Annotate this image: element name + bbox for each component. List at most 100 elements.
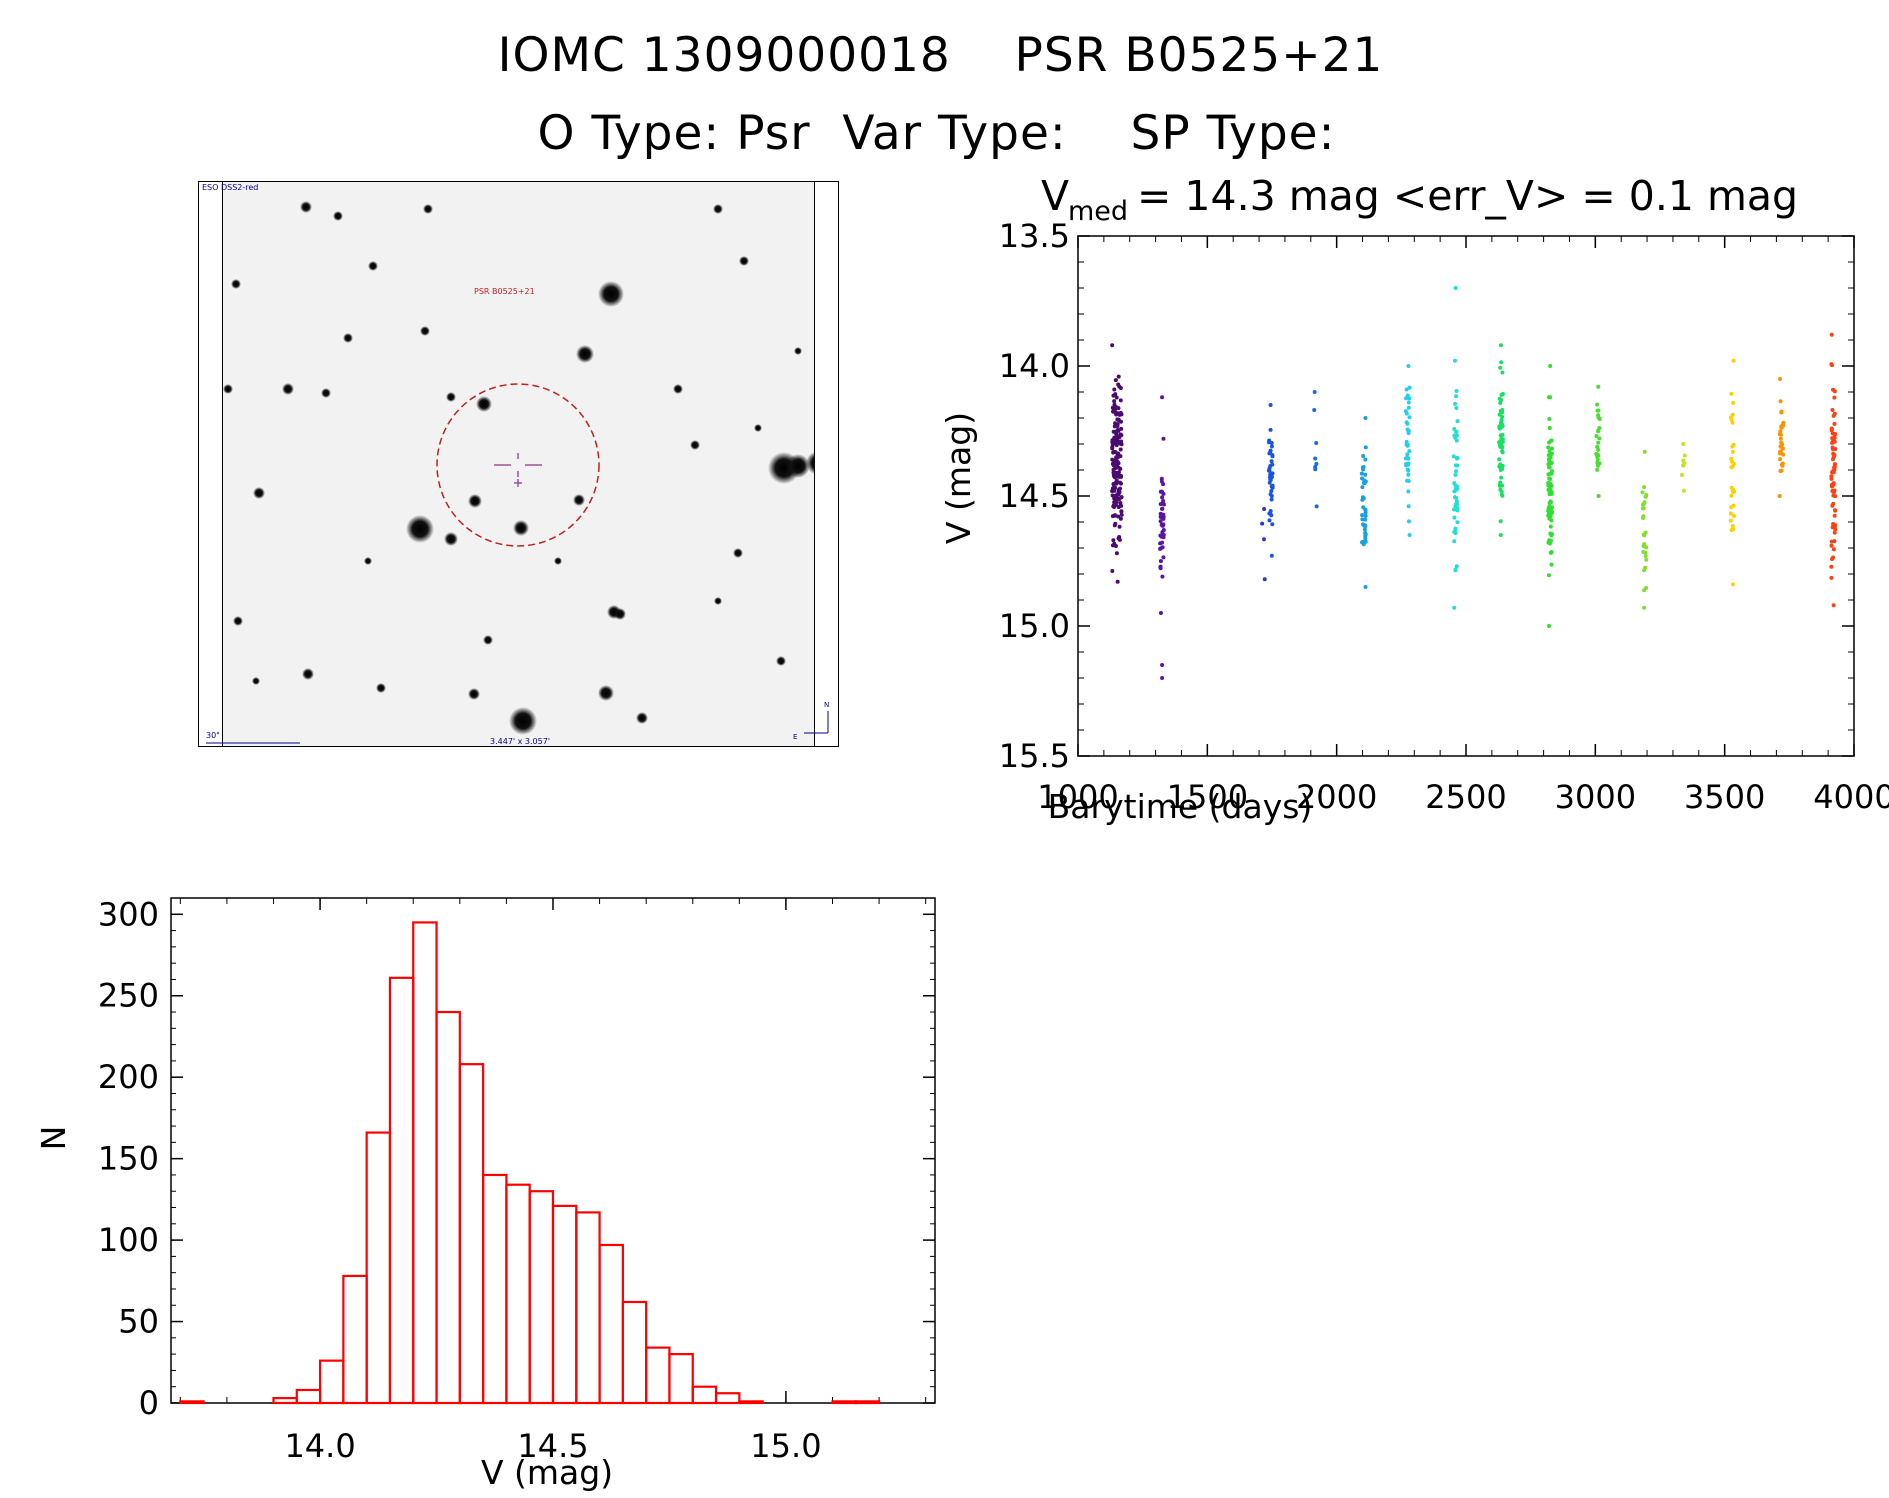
lc-point <box>1110 457 1115 462</box>
lc-point <box>1115 422 1120 427</box>
lc-point <box>1160 395 1165 400</box>
lc-point <box>1112 387 1117 392</box>
lc-point <box>1114 395 1119 400</box>
finding-chart-panel: ESO DSS2-red PSR B0525+21 30" 3.447' x 3… <box>198 181 839 747</box>
lc-point <box>1832 411 1837 416</box>
hist-bar <box>575 1211 601 1405</box>
lc-point <box>1832 421 1837 426</box>
hist-xlabel: V (mag) <box>481 1453 613 1492</box>
hist-ytick-label: 50 <box>118 1303 159 1341</box>
lc-point <box>1500 439 1505 444</box>
lc-point <box>1452 358 1457 363</box>
lc-point <box>1314 461 1319 466</box>
lc-point <box>1363 472 1368 477</box>
lc-point <box>1781 452 1786 457</box>
lc-point <box>1268 477 1273 482</box>
lc-point <box>1832 439 1837 444</box>
lc-point <box>1729 493 1734 498</box>
lc-point <box>1452 495 1457 500</box>
lc-point <box>1404 463 1409 468</box>
lc-point <box>1729 528 1734 533</box>
lc-point <box>1111 406 1116 411</box>
lc-point <box>1641 549 1646 554</box>
lc-point <box>1113 410 1118 415</box>
lc-point <box>1112 513 1117 518</box>
lc-point <box>1499 492 1504 497</box>
lc-point <box>1160 495 1165 500</box>
lc-xtick-label: 4000 <box>1813 778 1889 816</box>
lc-point <box>1159 506 1164 511</box>
lc-point <box>1159 513 1164 518</box>
lc-series-4 <box>1312 390 1319 509</box>
star-32 <box>420 326 430 336</box>
lc-point <box>1548 364 1553 368</box>
lc-point <box>1454 406 1459 411</box>
lc-point <box>1115 579 1120 584</box>
lc-point <box>1499 489 1504 494</box>
lc-point <box>1111 538 1116 543</box>
lc-point <box>1361 480 1366 485</box>
lc-point <box>1595 402 1600 407</box>
lc-point <box>1641 506 1646 511</box>
hist-ylabel: N <box>34 1126 73 1151</box>
lc-point <box>1454 499 1459 504</box>
lc-title-subscript: med <box>1068 196 1128 227</box>
lc-point <box>1546 472 1551 477</box>
lc-ytick-label: 15.5 <box>999 737 1070 775</box>
target-label: PSR B0525+21 <box>474 287 535 296</box>
star-24 <box>302 668 314 680</box>
lc-point <box>1596 408 1601 413</box>
lc-point <box>1363 585 1368 589</box>
lc-point <box>1498 365 1503 370</box>
lc-point <box>1731 400 1736 405</box>
lc-point <box>1454 564 1459 569</box>
hist-ytick-label: 300 <box>98 895 159 933</box>
hist-bar <box>179 1400 205 1405</box>
lc-point <box>1112 496 1117 501</box>
star-36 <box>733 548 743 558</box>
hist-bar <box>551 1204 578 1405</box>
star-37 <box>233 616 243 626</box>
lc-point <box>1269 494 1274 499</box>
lc-point <box>1454 433 1459 438</box>
lc-point <box>1498 401 1503 406</box>
lc-point <box>1114 551 1119 556</box>
lc-point <box>1158 611 1163 615</box>
star-28 <box>231 279 241 289</box>
star-27 <box>223 384 233 394</box>
lc-point <box>1643 494 1648 499</box>
lc-frame <box>1077 235 1855 757</box>
hist-bar <box>365 1131 392 1405</box>
lc-point <box>1363 457 1368 462</box>
lc-point <box>1113 485 1118 490</box>
lc-point <box>1642 485 1647 490</box>
lc-point <box>1597 436 1602 441</box>
star-38 <box>776 656 786 666</box>
lc-point <box>1454 438 1459 443</box>
lc-point <box>1116 382 1121 387</box>
lc-point <box>1158 564 1163 569</box>
lc-point <box>1731 358 1736 363</box>
lc-point <box>1548 500 1553 505</box>
lc-point <box>1830 482 1835 487</box>
lc-point <box>1161 502 1166 507</box>
lc-point <box>1549 549 1554 554</box>
lc-point <box>1728 518 1733 523</box>
histogram-chart: 14.0 14.5 15.0 0 50 100 150 200 250 300 V (mag) N <box>34 895 936 1492</box>
lc-point <box>1406 489 1411 494</box>
lc-point <box>1829 564 1834 569</box>
lc-point <box>1829 543 1834 548</box>
lc-point <box>1546 513 1551 518</box>
lc-point <box>1500 432 1505 437</box>
lc-point <box>1681 463 1686 468</box>
lc-point <box>1596 384 1601 389</box>
lc-point <box>1831 603 1836 608</box>
lc-point <box>1267 511 1272 516</box>
lc-point <box>1406 400 1411 405</box>
lc-point <box>1830 447 1835 452</box>
lc-point <box>1547 449 1552 454</box>
crosshair-icon <box>494 453 542 487</box>
lc-point <box>1642 500 1647 505</box>
lc-point <box>1595 463 1600 468</box>
hist-bar <box>598 1243 624 1405</box>
